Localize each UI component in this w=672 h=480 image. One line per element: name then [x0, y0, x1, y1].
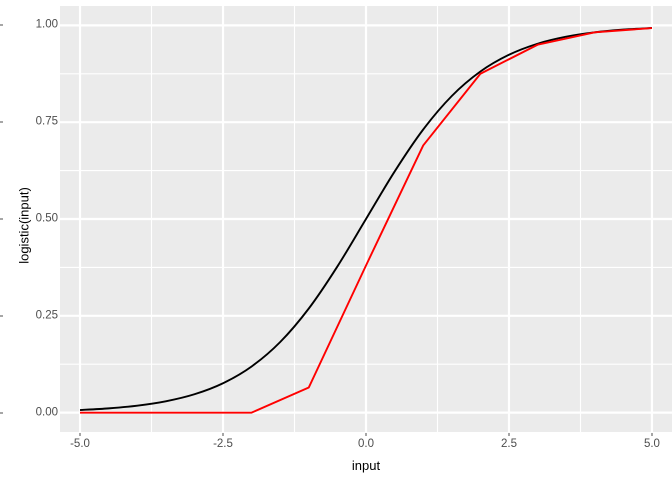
data-series-layer: [79, 27, 653, 414]
y-axis-title: logistic(input): [16, 187, 32, 264]
x-tick-label: -5.0: [70, 438, 90, 450]
series-line-approximation: [80, 27, 653, 414]
x-tick-label: 0.0: [358, 438, 374, 450]
plot-canvas: [60, 6, 672, 432]
x-tick-mark: [365, 433, 367, 436]
y-tick-mark: [0, 218, 3, 220]
x-axis-title-wrap: input: [0, 459, 672, 472]
x-tick-mark: [79, 433, 81, 436]
y-tick-mark: [0, 412, 3, 414]
y-tick-mark: [0, 24, 3, 26]
x-tick-label: 5.0: [643, 438, 660, 450]
x-tick-mark: [222, 433, 224, 436]
x-tick-label: -2.5: [213, 438, 233, 450]
x-axis-title: input: [351, 458, 381, 473]
x-tick-mark: [508, 433, 510, 436]
y-tick-mark: [0, 121, 3, 123]
y-tick-mark: [0, 315, 3, 317]
y-tick-label: 0.00: [35, 405, 58, 418]
y-tick-label: 1.00: [35, 18, 58, 31]
x-tick-label: 2.5: [500, 438, 517, 450]
y-tick-label: 0.50: [35, 212, 58, 225]
y-tick-label: 0.25: [35, 309, 58, 322]
plot-panel: [60, 6, 672, 432]
x-tick-mark: [651, 433, 653, 436]
series-line-logistic: [79, 27, 653, 411]
y-tick-label: 0.75: [35, 115, 58, 128]
